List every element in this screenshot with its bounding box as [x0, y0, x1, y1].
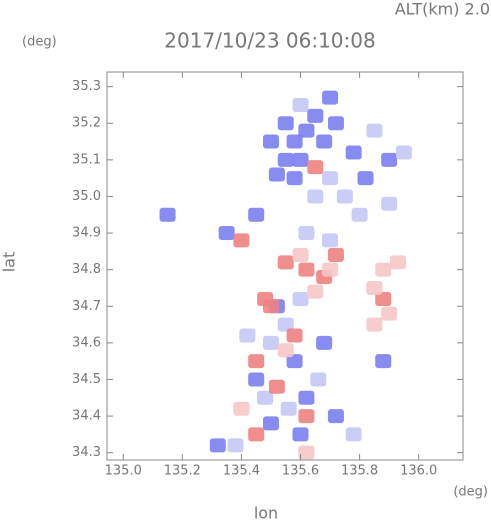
y-tick-label: 35.2: [72, 116, 101, 131]
echo-patch: [307, 284, 324, 299]
echo-patch: [298, 226, 315, 241]
echo-patch: [292, 427, 309, 442]
echo-patch: [345, 145, 362, 160]
echo-patch: [277, 255, 294, 270]
echo-patch: [292, 97, 309, 112]
echo-patch: [298, 262, 315, 277]
echo-patch: [262, 416, 279, 431]
echo-patch: [322, 262, 339, 277]
y-tick-label: 34.4: [72, 409, 101, 424]
echo-patch: [327, 248, 344, 263]
echo-patch: [316, 335, 333, 350]
echo-patch: [277, 152, 294, 167]
echo-patch: [268, 379, 285, 394]
echo-patch: [351, 207, 368, 222]
echo-patch: [322, 233, 339, 248]
echo-patch: [381, 306, 398, 321]
echo-patch: [307, 108, 324, 123]
echo-patch: [209, 438, 226, 453]
echo-patch: [381, 152, 398, 167]
echo-patch: [322, 90, 339, 105]
echo-patch: [375, 354, 392, 369]
x-unit: (deg): [453, 485, 488, 500]
echo-patch: [298, 409, 315, 424]
y-tick-label: 35.1: [72, 152, 101, 167]
echo-patch: [227, 438, 244, 453]
echo-patch: [366, 123, 383, 138]
echo-patch: [395, 145, 412, 160]
echo-patch: [345, 427, 362, 442]
echo-patch: [286, 354, 303, 369]
echo-patch: [233, 401, 250, 416]
x-tick-label: 136.0: [400, 464, 437, 479]
echo-patch: [286, 134, 303, 149]
y-tick-label: 35.3: [72, 79, 101, 94]
echo-patch: [233, 233, 250, 248]
echo-patch: [248, 427, 265, 442]
y-axis-label: lat: [0, 252, 19, 273]
echo-patch: [280, 401, 297, 416]
echo-patch: [366, 317, 383, 332]
y-tick-label: 34.5: [72, 372, 101, 387]
echo-patch: [336, 189, 353, 204]
echo-patch: [357, 171, 374, 186]
echo-patch: [248, 354, 265, 369]
echo-patch: [286, 328, 303, 343]
echo-patch: [277, 317, 294, 332]
echo-patch: [262, 134, 279, 149]
echo-patch: [298, 123, 315, 138]
x-tick-label: 135.8: [341, 464, 378, 479]
echo-patch: [327, 116, 344, 131]
altitude-label: ALT(km) 2.0: [395, 0, 490, 19]
x-tick-label: 135.2: [164, 464, 201, 479]
x-tick-label: 135.0: [105, 464, 142, 479]
echo-patch: [277, 116, 294, 131]
y-tick-label: 35.0: [72, 189, 101, 204]
y-tick-label: 34.6: [72, 335, 101, 350]
echo-patch: [268, 167, 285, 182]
echo-patch: [277, 343, 294, 358]
plot-frame: [106, 71, 464, 461]
y-unit: (deg): [22, 35, 57, 50]
y-tick-label: 34.9: [72, 226, 101, 241]
echo-patch: [286, 171, 303, 186]
echo-patch: [375, 262, 392, 277]
echo-patch: [298, 390, 315, 405]
x-tick-label: 135.6: [282, 464, 319, 479]
echo-patch: [375, 291, 392, 306]
echo-patch: [292, 248, 309, 263]
y-tick-label: 34.7: [72, 299, 101, 314]
echo-patch: [381, 196, 398, 211]
y-tick-label: 34.8: [72, 262, 101, 277]
echo-patch: [159, 207, 176, 222]
echo-patch: [307, 189, 324, 204]
echo-patch: [262, 335, 279, 350]
echo-patch: [292, 152, 309, 167]
chart-title: 2017/10/23 06:10:08: [164, 29, 375, 53]
echo-patch: [327, 409, 344, 424]
x-axis-label: lon: [254, 504, 278, 521]
echo-patch: [257, 390, 274, 405]
echo-patch: [310, 372, 327, 387]
echo-patch: [322, 171, 339, 186]
echo-patch: [239, 328, 256, 343]
echo-patch: [248, 207, 265, 222]
x-tick-label: 135.4: [223, 464, 260, 479]
echo-patch: [390, 255, 407, 270]
echo-patch: [218, 226, 235, 241]
echo-patch: [248, 372, 265, 387]
y-tick-label: 34.3: [72, 445, 101, 460]
echo-patch: [307, 160, 324, 175]
echo-patch: [316, 134, 333, 149]
echo-patch: [257, 291, 274, 306]
echo-patch: [366, 280, 383, 295]
echo-patch: [292, 291, 309, 306]
echo-patch: [298, 445, 315, 460]
